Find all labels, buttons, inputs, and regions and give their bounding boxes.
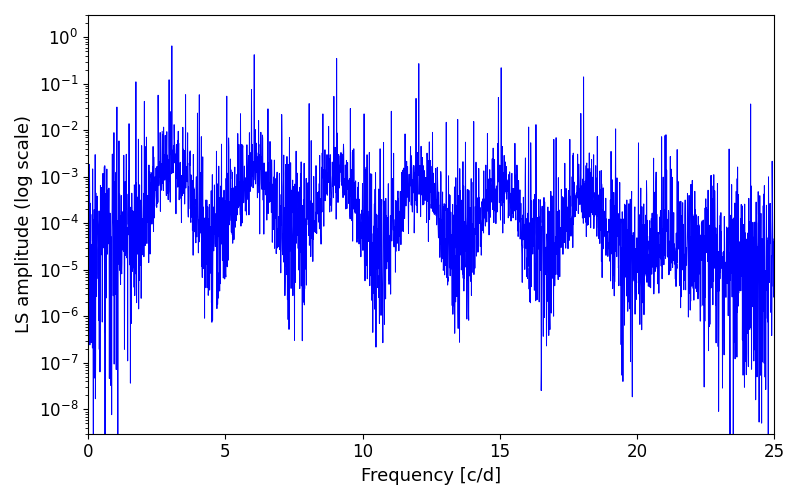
Y-axis label: LS amplitude (log scale): LS amplitude (log scale) [15, 116, 33, 334]
X-axis label: Frequency [c/d]: Frequency [c/d] [361, 467, 502, 485]
